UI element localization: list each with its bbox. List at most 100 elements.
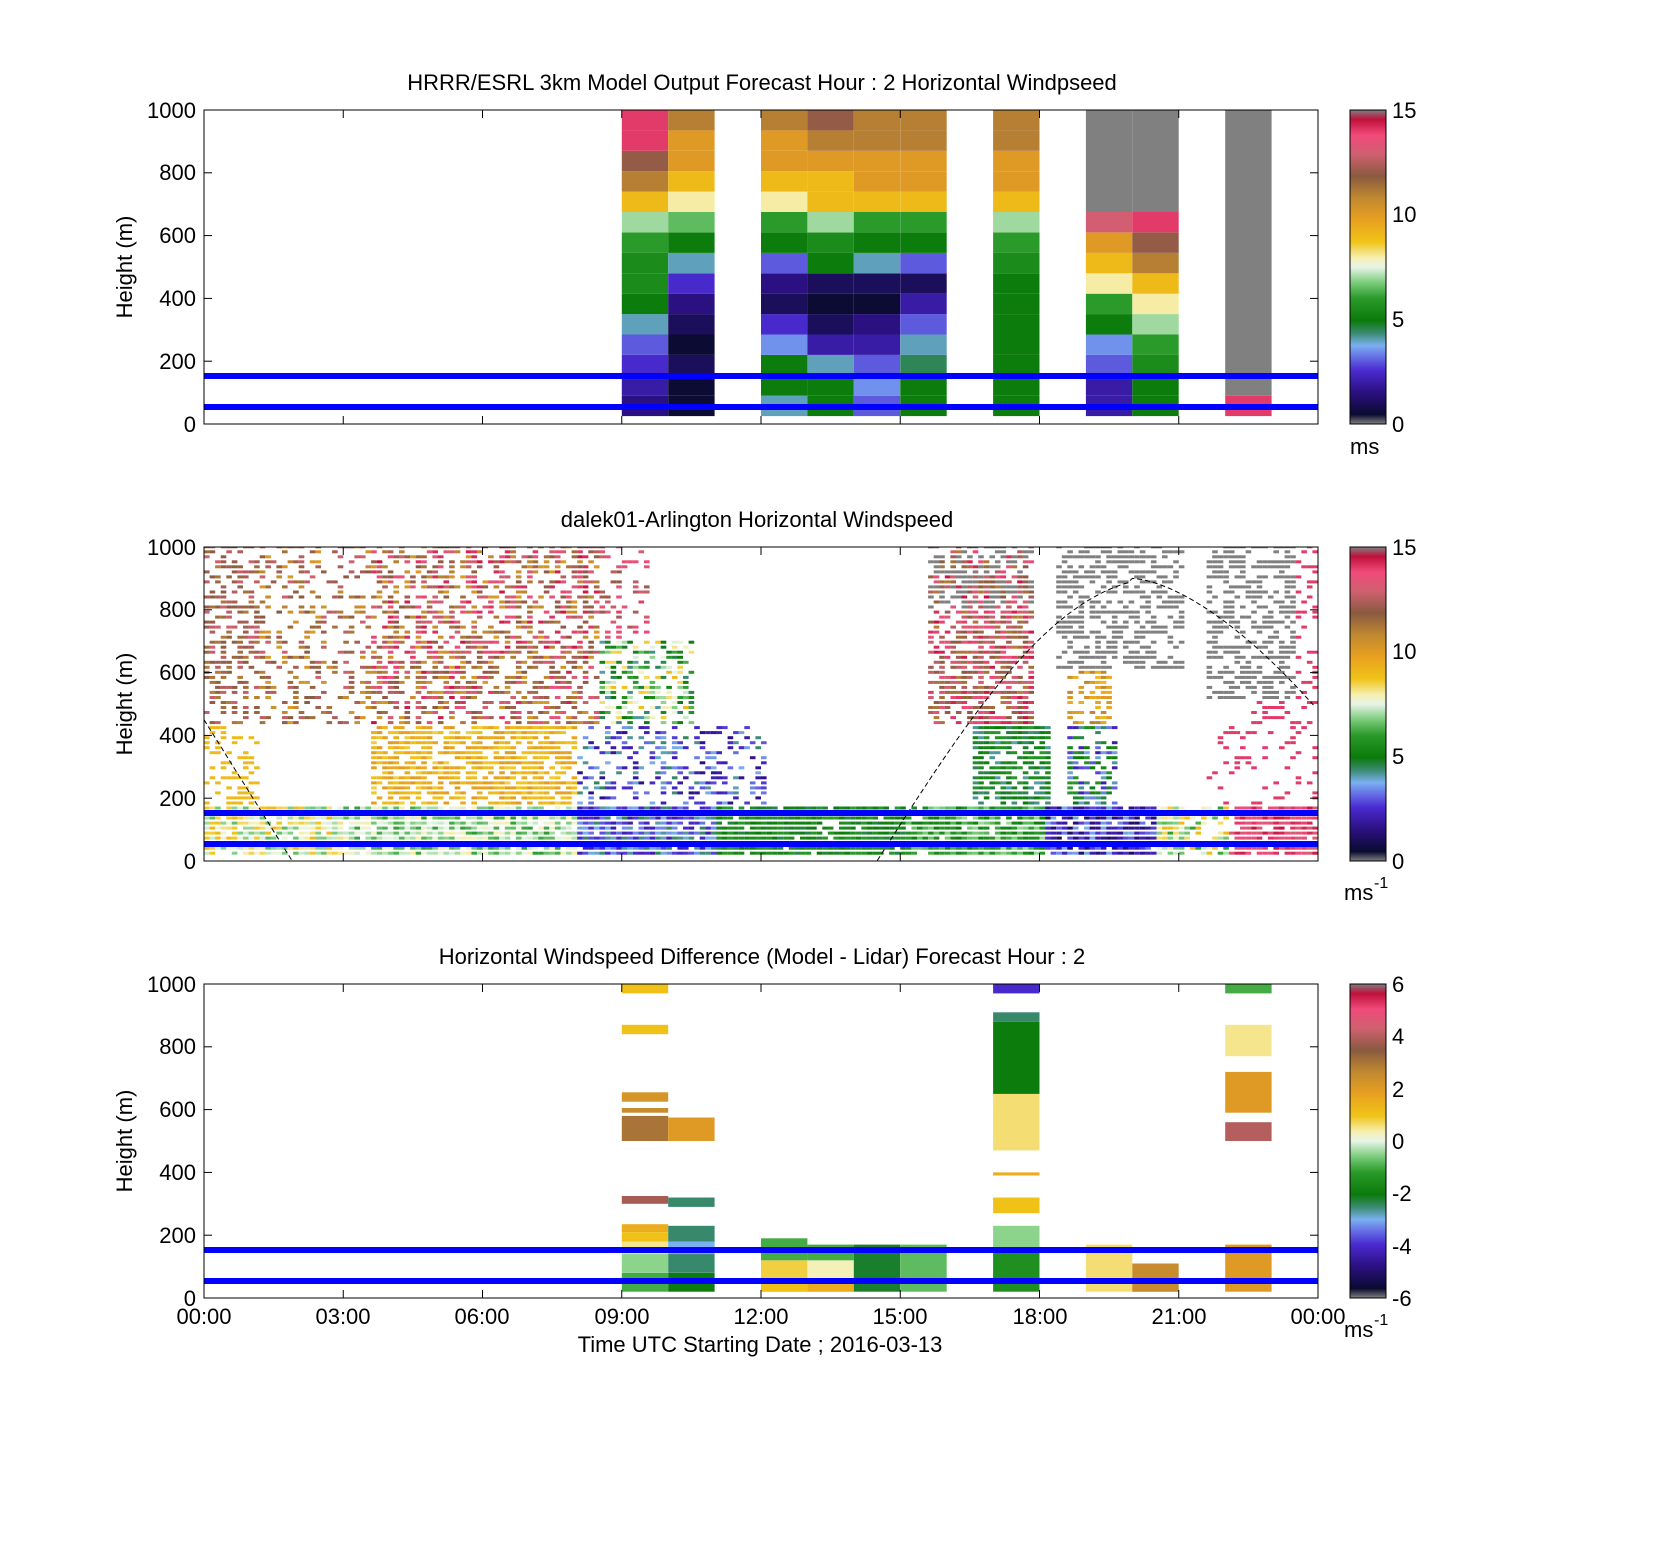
lidar-cell <box>566 565 572 569</box>
lidar-cell <box>449 851 455 855</box>
lidar-cell <box>371 685 377 689</box>
lidar-cell <box>616 660 622 664</box>
lidar-cell <box>660 836 667 840</box>
lidar-cell <box>1022 781 1029 785</box>
lidar-cell <box>1000 590 1007 594</box>
lidar-cell <box>337 555 344 559</box>
lidar-cell <box>749 791 756 795</box>
lidar-cell <box>543 685 550 689</box>
lidar-cell <box>443 826 450 830</box>
lidar-cell <box>683 645 689 649</box>
lidar-cell <box>488 675 494 679</box>
lidar-cell <box>248 801 255 805</box>
lidar-cell <box>727 741 734 745</box>
lidar-cell <box>393 826 399 830</box>
lidar-cell <box>1089 575 1096 579</box>
lidar-cell <box>399 605 405 609</box>
lidar-cell <box>1067 660 1073 664</box>
lidar-cell <box>1078 595 1085 599</box>
lidar-cell <box>1078 751 1085 755</box>
lidar-cell <box>1033 776 1040 780</box>
lidar-cell <box>722 791 728 795</box>
lidar-cell <box>1106 560 1112 564</box>
lidar-cell <box>493 570 500 574</box>
lidar-cell <box>499 781 505 785</box>
lidar-cell <box>476 655 483 659</box>
lidar-cell <box>421 580 427 584</box>
model-cell <box>621 232 669 253</box>
lidar-cell <box>1084 846 1090 850</box>
lidar-cell <box>415 645 422 649</box>
lidar-cell <box>1100 585 1107 589</box>
lidar-cell <box>1100 721 1107 725</box>
lidar-cell <box>376 751 383 755</box>
lidar-cell <box>532 761 539 765</box>
lidar-cell <box>504 746 511 750</box>
lidar-cell <box>426 620 433 624</box>
lidar-cell <box>399 625 405 629</box>
lidar-cell <box>638 851 645 855</box>
lidar-cell <box>510 595 516 599</box>
lidar-cell <box>599 555 606 559</box>
lidar-cell <box>415 615 422 619</box>
lidar-cell <box>610 670 617 674</box>
lidar-cell <box>582 776 589 780</box>
lidar-cell <box>532 685 539 689</box>
lidar-cell <box>449 675 455 679</box>
lidar-cell <box>443 580 450 584</box>
lidar-cell <box>1095 610 1101 614</box>
lidar-cell <box>994 547 1001 549</box>
lidar-cell <box>393 575 399 579</box>
lidar-cell <box>883 831 890 835</box>
lidar-cell <box>259 675 266 679</box>
lidar-cell <box>577 630 583 634</box>
lidar-cell <box>554 580 561 584</box>
lidar-cell <box>454 670 461 674</box>
lidar-cell <box>265 851 271 855</box>
lidar-cell <box>287 680 294 684</box>
lidar-cell <box>688 836 695 840</box>
lidar-cell <box>259 716 266 720</box>
lidar-cell <box>237 585 243 589</box>
lidar-cell <box>471 761 477 765</box>
lidar-cell <box>298 595 305 599</box>
lidar-cell <box>276 806 282 810</box>
lidar-cell <box>632 701 639 704</box>
lidar-cell <box>376 716 383 720</box>
lidar-cell <box>944 851 951 855</box>
lidar-cell <box>994 625 1001 629</box>
lidar-cell <box>766 826 773 830</box>
lidar-cell <box>488 746 494 750</box>
lidar-cell <box>1028 816 1034 820</box>
lidar-cell <box>1056 655 1062 659</box>
lidar-cell <box>644 630 650 634</box>
lidar-cell <box>1095 851 1101 855</box>
lidar-cell <box>538 660 544 664</box>
lidar-cell <box>476 560 483 564</box>
lidar-cell <box>649 851 656 855</box>
lidar-cell <box>532 771 539 775</box>
lidar-cell <box>983 726 990 730</box>
lidar-cell <box>1022 560 1029 564</box>
lidar-cell <box>538 635 544 639</box>
lidar-cell <box>426 751 433 755</box>
lidar-cell <box>733 751 739 755</box>
lidar-cell <box>889 851 895 855</box>
lidar-cell <box>571 846 578 850</box>
lidar-cell <box>443 585 450 589</box>
lidar-cell <box>415 675 422 679</box>
lidar-cell <box>538 756 544 760</box>
lidar-cell <box>337 615 344 619</box>
lidar-cell <box>666 836 672 840</box>
lidar-cell <box>504 776 511 780</box>
lidar-cell <box>259 570 266 574</box>
lidar-cell <box>1106 726 1112 730</box>
lidar-cell <box>972 706 979 709</box>
lidar-cell <box>449 806 455 810</box>
lidar-cell <box>1006 821 1012 825</box>
lidar-cell <box>605 741 611 745</box>
lidar-cell <box>994 560 1001 564</box>
lidar-cell <box>961 655 968 659</box>
lidar-cell <box>538 721 544 725</box>
lidar-cell <box>1017 675 1023 679</box>
